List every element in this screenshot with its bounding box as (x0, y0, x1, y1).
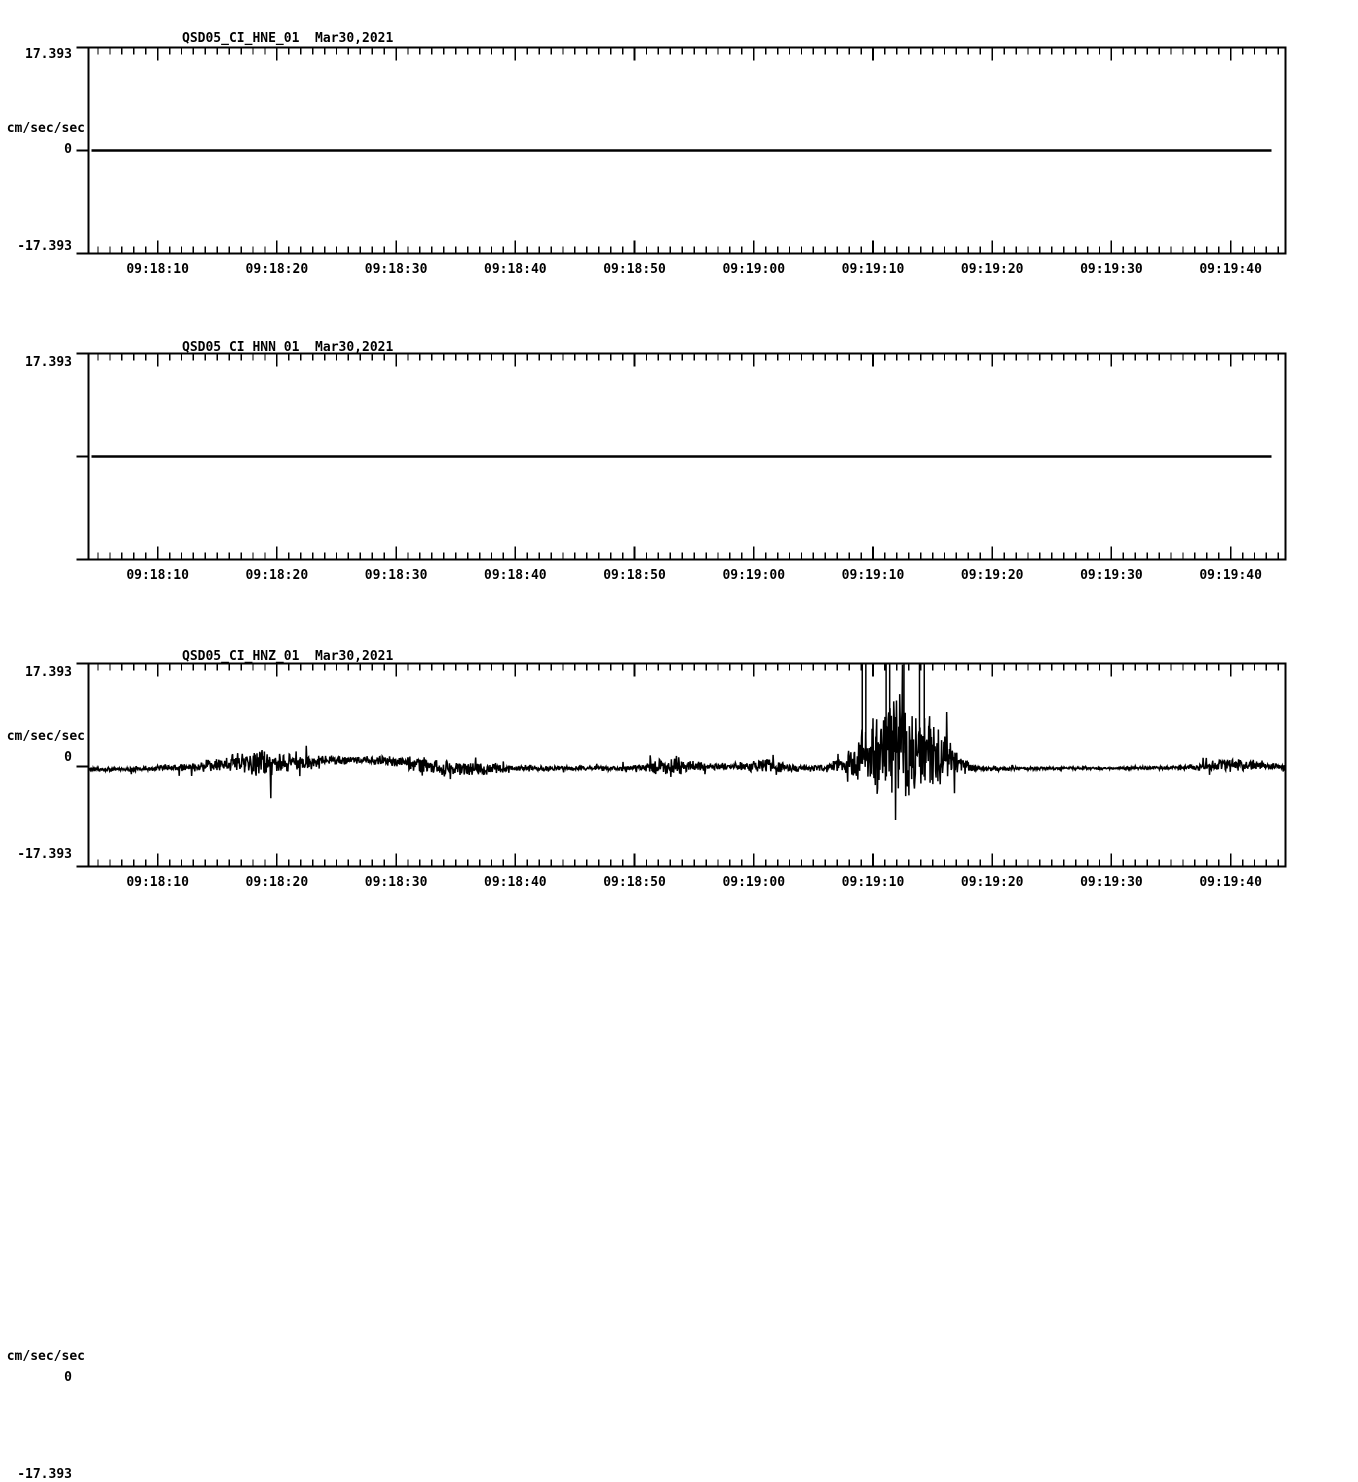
xaxis-tick-label: 09:19:40 (1199, 568, 1262, 583)
xaxis-tick-label: 09:18:40 (484, 568, 547, 583)
xaxis-tick-label: 09:19:10 (841, 568, 905, 583)
xaxis-tick-label: 09:19:40 (1199, 875, 1262, 890)
panel-hnz-plot-area (76, 662, 1287, 868)
panel-hne: QSD05_CI_HNE_01 Mar30,2021 17.393 cm/sec… (0, 0, 1358, 300)
panel-hne-plot-area (76, 46, 1287, 255)
panel-hnz-ytick-min: -17.393 (17, 1467, 72, 1482)
xaxis-tick-label: 09:19:00 (722, 875, 786, 890)
panel-hnz-yaxis-units: cm/sec/sec (6, 1349, 85, 1364)
xaxis-tick-label: 09:19:30 (1080, 875, 1143, 890)
panel-hne-ytick-max: 17.393 (25, 47, 72, 62)
panel-hnn-ytick-zero: 0 (64, 750, 72, 765)
panel-hnn-yaxis-units: cm/sec/sec (6, 729, 85, 744)
xaxis-tick-label: 09:19:00 (722, 568, 786, 583)
xaxis-tick-label: 09:19:30 (1080, 568, 1143, 583)
xaxis-tick-label: 09:18:20 (245, 875, 309, 890)
panel-hnn-plot-area (76, 352, 1287, 561)
panel-hnz-ytick-zero: 0 (64, 1370, 72, 1385)
xaxis-tick-label: 09:19:20 (960, 875, 1024, 890)
xaxis-tick-label: 09:18:20 (245, 262, 309, 277)
xaxis-tick-label: 09:18:30 (364, 875, 428, 890)
panel-hnn-title: QSD05_CI_HNN_01 Mar30,2021 (182, 340, 394, 355)
xaxis-tick-label: 09:19:10 (841, 875, 905, 890)
panel-hne-ytick-zero: 0 (64, 142, 72, 157)
panel-hnn: QSD05_CI_HNN_01 Mar30,2021 17.393 cm/sec… (0, 302, 1358, 862)
xaxis-tick-label: 09:19:20 (960, 568, 1024, 583)
panel-hne-ytick-min: -17.393 (17, 239, 72, 254)
panel-hne-title: QSD05_CI_HNE_01 Mar30,2021 (182, 31, 394, 46)
xaxis-tick-label: 09:19:40 (1199, 262, 1262, 277)
xaxis-tick-label: 09:18:10 (126, 568, 189, 583)
xaxis-tick-label: 09:18:50 (603, 568, 666, 583)
xaxis-tick-label: 09:19:30 (1080, 262, 1143, 277)
xaxis-tick-label: 09:19:00 (722, 262, 786, 277)
panel-hnz: QSD05_CI_HNZ_01 Mar30,2021 17.393 cm/sec… (0, 612, 1358, 1482)
panel-hne-yaxis-units: cm/sec/sec (6, 121, 85, 136)
xaxis-tick-label: 09:18:10 (126, 875, 189, 890)
xaxis-tick-label: 09:18:40 (484, 875, 547, 890)
xaxis-tick-label: 09:18:10 (126, 262, 189, 277)
xaxis-tick-label: 09:18:30 (364, 262, 428, 277)
xaxis-tick-label: 09:18:40 (484, 262, 547, 277)
xaxis-tick-label: 09:18:50 (603, 262, 666, 277)
xaxis-tick-label: 09:19:10 (841, 262, 905, 277)
xaxis-tick-label: 09:18:20 (245, 568, 309, 583)
panel-hnz-ytick-max: 17.393 (25, 665, 72, 680)
xaxis-tick-label: 09:19:20 (960, 262, 1024, 277)
panel-hnn-ytick-min: -17.393 (17, 847, 72, 862)
panel-hnz-title: QSD05_CI_HNZ_01 Mar30,2021 (182, 649, 394, 664)
xaxis-tick-label: 09:18:30 (364, 568, 428, 583)
panel-hnn-ytick-max: 17.393 (25, 355, 72, 370)
xaxis-tick-label: 09:18:50 (603, 875, 666, 890)
